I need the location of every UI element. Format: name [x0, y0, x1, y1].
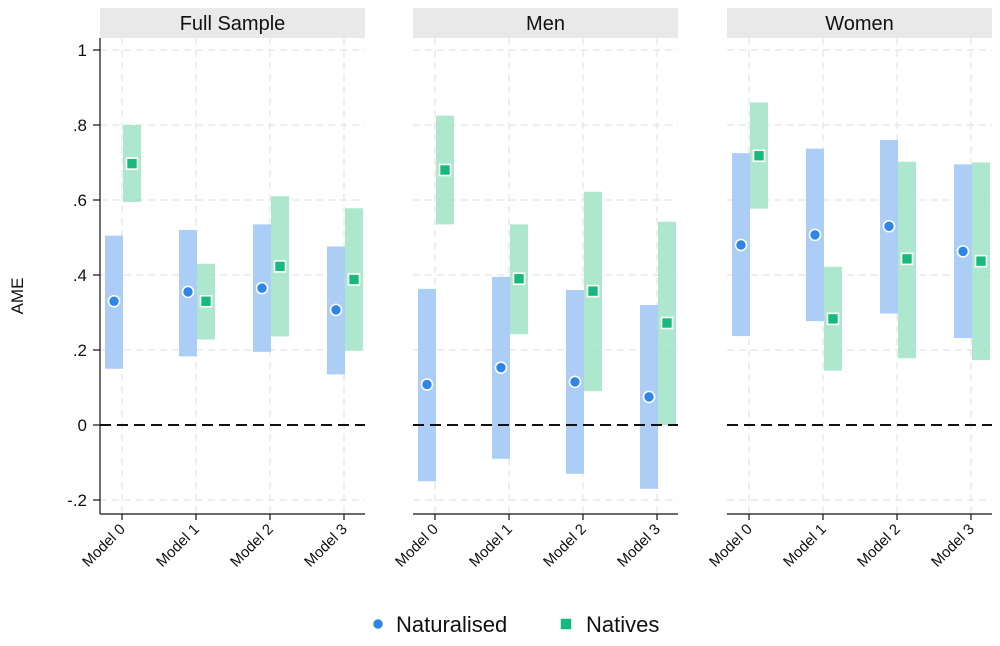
y-tick-label: .6	[73, 191, 87, 210]
point-naturalised	[255, 281, 269, 295]
point-naturalised	[956, 245, 970, 258]
x-tick-label: Model 2	[227, 521, 277, 571]
x-tick-label: Model 1	[780, 521, 830, 571]
x-tick-label: Model 0	[392, 521, 442, 571]
legend-item-natives: Natives	[559, 612, 659, 637]
point-natives	[347, 273, 361, 286]
y-tick-label: .8	[73, 116, 87, 135]
legend: Naturalised Natives	[371, 612, 659, 637]
point-natives	[512, 272, 526, 286]
panel-title: Men	[526, 13, 565, 35]
x-tick-label: Model 0	[706, 521, 756, 571]
x-tick-label: Model 2	[540, 521, 590, 571]
x-tick-label: Model 0	[79, 521, 129, 571]
legend-item-naturalised: Naturalised	[371, 612, 507, 637]
x-tick-label: Model 3	[301, 521, 351, 571]
point-natives	[974, 254, 988, 268]
legend-marker-natives	[559, 617, 573, 631]
point-naturalised	[107, 294, 121, 308]
x-tick-label: Model 2	[854, 521, 904, 571]
legend-label-natives: Natives	[586, 612, 659, 637]
point-naturalised	[329, 303, 343, 317]
panel-title: Women	[825, 13, 894, 35]
panel-men: Men Model 0 Model 1 Model 2 Model 3	[392, 8, 678, 571]
point-natives	[125, 157, 139, 170]
x-tick-label: Model 1	[466, 521, 516, 571]
point-natives	[273, 260, 287, 273]
panel-title: Full Sample	[180, 13, 286, 35]
y-tick-label: 0	[78, 416, 87, 435]
legend-label-naturalised: Naturalised	[396, 612, 507, 637]
panel-women: Women Model 0 Model 1 Model 2 Model 3	[706, 8, 992, 571]
legend-marker-naturalised	[371, 617, 385, 631]
y-tick-label: .4	[73, 266, 87, 285]
point-naturalised	[642, 390, 656, 404]
y-tick-label: 1	[78, 41, 87, 60]
y-axis-title: AME	[8, 278, 27, 315]
point-natives	[586, 284, 600, 298]
point-natives	[826, 312, 840, 326]
point-naturalised	[181, 285, 195, 299]
y-axis: -.2 0 .2 .4 .6 .8 1	[67, 38, 101, 514]
point-natives	[660, 316, 674, 330]
point-naturalised	[882, 219, 896, 233]
panel-strip	[100, 8, 365, 38]
panel-full-sample: Full Sample Model 0 Model 1 Model 2 Model 3	[79, 8, 365, 571]
point-natives	[199, 294, 213, 308]
x-tick-label: Model 1	[153, 521, 203, 571]
y-tick-label: .2	[73, 341, 87, 360]
panel-strip	[413, 8, 678, 38]
point-naturalised	[494, 361, 508, 374]
point-naturalised	[420, 378, 434, 391]
point-natives	[752, 149, 766, 163]
y-tick-label: -.2	[67, 491, 87, 510]
panel-strip	[727, 8, 992, 38]
point-natives	[438, 163, 452, 177]
point-naturalised	[734, 238, 748, 252]
point-naturalised	[808, 228, 822, 242]
x-tick-label: Model 3	[928, 521, 978, 571]
point-natives	[900, 252, 914, 266]
x-tick-label: Model 3	[614, 521, 664, 571]
point-naturalised	[568, 375, 582, 389]
